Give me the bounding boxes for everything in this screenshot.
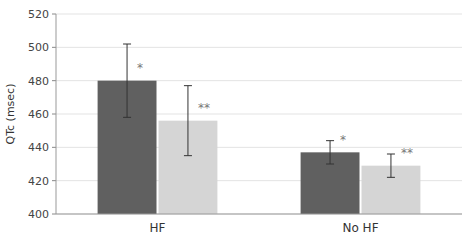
y-tick-label: 420	[28, 175, 49, 188]
y-tick-label: 440	[28, 141, 49, 154]
annotation: *	[340, 133, 346, 147]
annotations: ******	[137, 61, 413, 160]
y-tick-label: 500	[28, 41, 49, 54]
y-tick-label: 520	[28, 8, 49, 21]
x-axis-line	[56, 214, 462, 215]
error-bar	[123, 44, 131, 117]
chart-container: 400420440460480500520QTc (msec)******HFN…	[0, 0, 474, 244]
error-bar	[326, 141, 334, 164]
y-axis-label: QTc (msec)	[4, 84, 17, 145]
x-tick-label: HF	[150, 221, 166, 235]
grid-line	[56, 214, 462, 215]
y-tick	[52, 147, 56, 148]
grid-line	[56, 47, 462, 48]
bars	[98, 44, 421, 214]
y-tick	[52, 14, 56, 15]
annotation: *	[137, 61, 143, 75]
y-tick	[52, 180, 56, 181]
chart: 400420440460480500520QTc (msec)******HFN…	[0, 0, 474, 244]
y-tick-label: 480	[28, 75, 49, 88]
error-bar	[387, 154, 395, 177]
error-bar	[184, 86, 192, 156]
y-axis-line	[56, 14, 57, 214]
annotation: **	[401, 146, 413, 160]
grid-line	[56, 14, 462, 15]
y-axis: 400 420 440 460 480 500 520	[28, 8, 462, 221]
annotation: **	[198, 101, 210, 115]
y-tick	[52, 214, 56, 215]
y-tick-label: 400	[28, 208, 49, 221]
y-tick	[52, 47, 56, 48]
y-tick	[52, 114, 56, 115]
y-tick	[52, 80, 56, 81]
x-tick-label: No HF	[342, 221, 378, 235]
y-tick-label: 460	[28, 108, 49, 121]
